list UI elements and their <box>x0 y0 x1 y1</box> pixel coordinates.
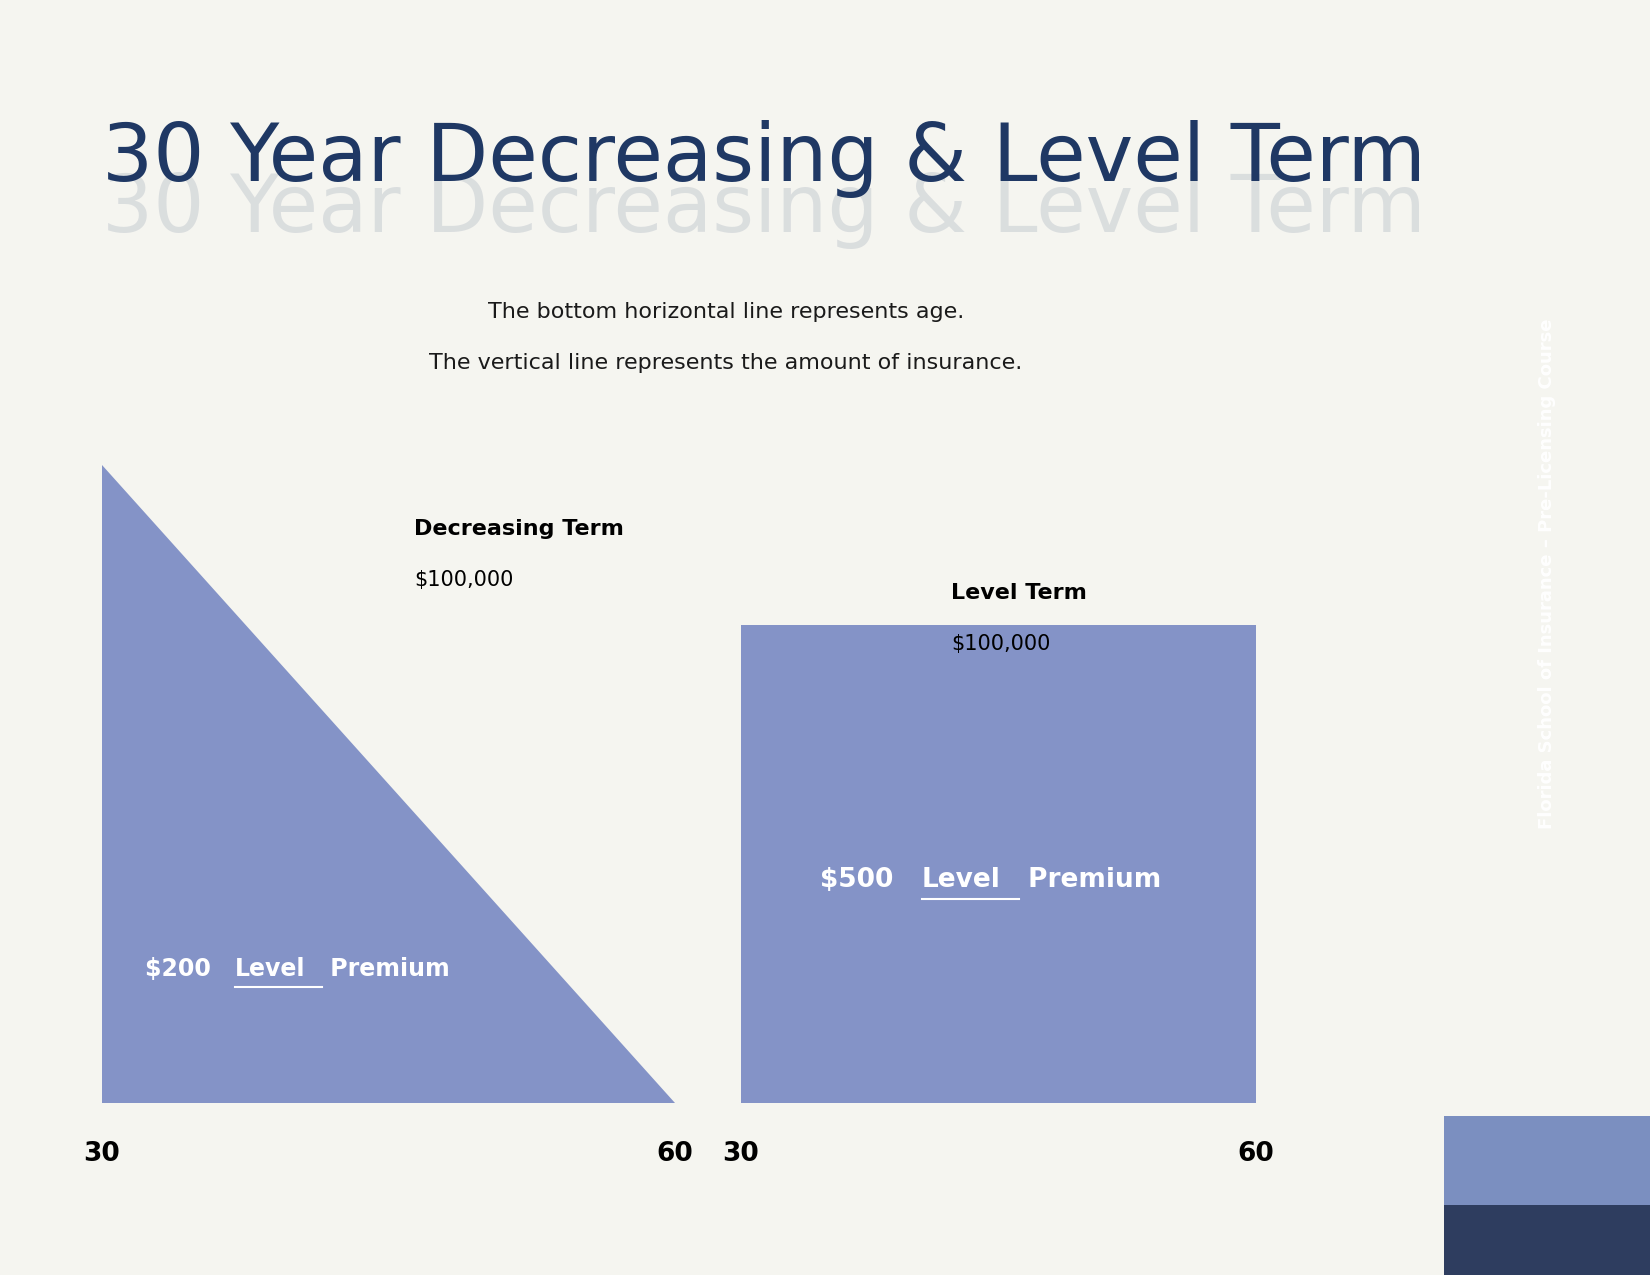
Text: Level: Level <box>922 867 1002 892</box>
Text: 60: 60 <box>1238 1141 1274 1167</box>
Text: The vertical line represents the amount of insurance.: The vertical line represents the amount … <box>429 353 1023 374</box>
Text: Florida School of Insurance – Pre-Licensing Course: Florida School of Insurance – Pre-Licens… <box>1538 319 1556 829</box>
Text: $200: $200 <box>145 958 219 980</box>
Text: $100,000: $100,000 <box>414 570 513 590</box>
Text: 30 Year Decreasing & Level Term: 30 Year Decreasing & Level Term <box>102 120 1426 199</box>
Polygon shape <box>102 465 675 1103</box>
FancyBboxPatch shape <box>741 625 1256 1103</box>
Text: 30 Year Decreasing & Level Term: 30 Year Decreasing & Level Term <box>102 171 1426 250</box>
FancyBboxPatch shape <box>1444 1116 1650 1205</box>
Text: Level: Level <box>236 958 305 980</box>
Text: The bottom horizontal line represents age.: The bottom horizontal line represents ag… <box>488 302 964 323</box>
Text: Decreasing Term: Decreasing Term <box>414 519 624 539</box>
Text: 60: 60 <box>657 1141 693 1167</box>
Text: Premium: Premium <box>1020 867 1162 892</box>
FancyBboxPatch shape <box>1444 1205 1650 1275</box>
Text: 30: 30 <box>82 1141 120 1167</box>
Text: Premium: Premium <box>322 958 450 980</box>
Text: Level Term: Level Term <box>950 583 1087 603</box>
Text: 30: 30 <box>723 1141 759 1167</box>
Text: $100,000: $100,000 <box>950 634 1051 654</box>
Text: $500: $500 <box>820 867 903 892</box>
